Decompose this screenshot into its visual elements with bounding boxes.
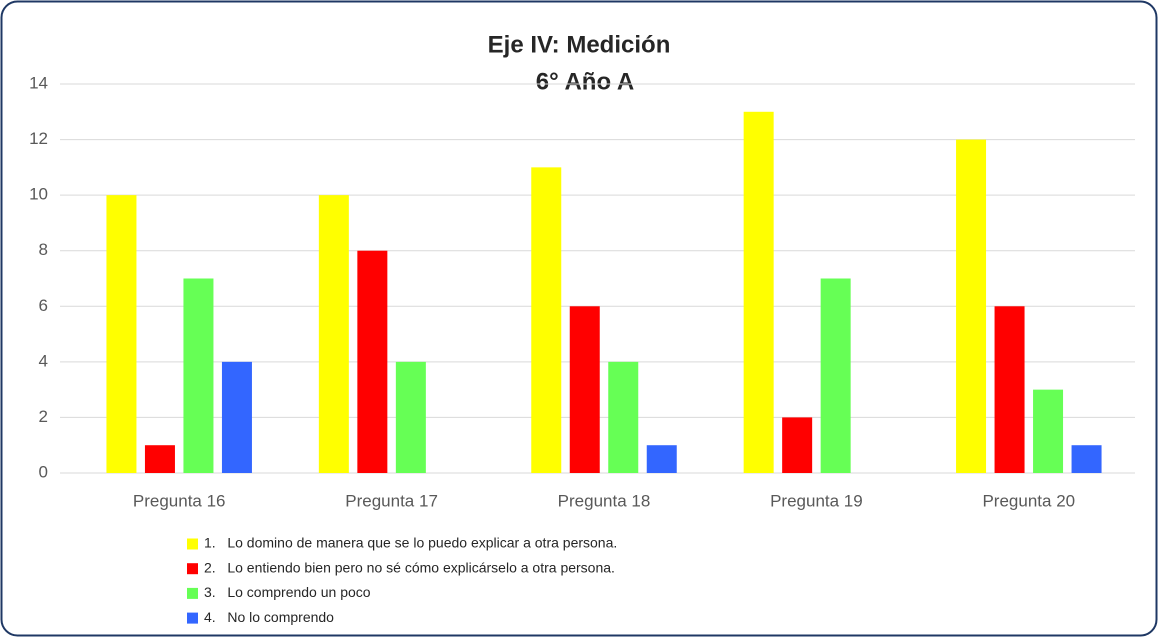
y-tick-label: 10 [29,185,48,204]
bar [318,195,349,473]
chart-title: Eje IV: Medición [488,31,671,58]
y-tick-label: 12 [29,129,48,148]
bar [646,445,677,473]
bar [106,195,137,473]
y-tick-label: 14 [29,73,48,92]
bar [183,278,214,473]
bar [357,250,388,473]
legend-label: 1. Lo domino de manera que se lo puedo e… [204,535,617,551]
bar [144,445,175,473]
legend-label: 2. Lo entiendo bien pero no sé cómo expl… [204,559,615,575]
bar [531,167,562,473]
x-tick-label: Pregunta 17 [345,491,438,510]
y-tick-label: 0 [39,462,48,481]
bar [1071,445,1102,473]
bar [395,361,426,473]
y-tick-label: 4 [39,351,48,370]
bar [1033,389,1064,473]
y-tick-label: 6 [39,296,48,315]
legend-swatch [187,538,198,550]
y-tick-label: 8 [39,240,48,259]
bar [956,139,987,474]
x-tick-label: Pregunta 18 [558,491,651,510]
bar [608,361,639,473]
x-tick-label: Pregunta 19 [770,491,863,510]
bar [569,306,600,473]
bar [743,111,774,474]
legend-swatch [187,563,198,575]
chart-subtitle: 6° Año A [536,68,634,95]
x-tick-label: Pregunta 20 [982,491,1075,510]
legend-swatch [187,587,198,599]
bar [820,278,851,473]
bar [782,417,813,473]
legend-label: 4. No lo comprendo [204,609,334,625]
bar [221,361,252,473]
y-tick-label: 2 [39,407,48,426]
x-tick-label: Pregunta 16 [133,491,226,510]
bar [994,306,1025,473]
legend-label: 3. Lo comprendo un poco [204,584,371,600]
legend-swatch [187,612,198,624]
